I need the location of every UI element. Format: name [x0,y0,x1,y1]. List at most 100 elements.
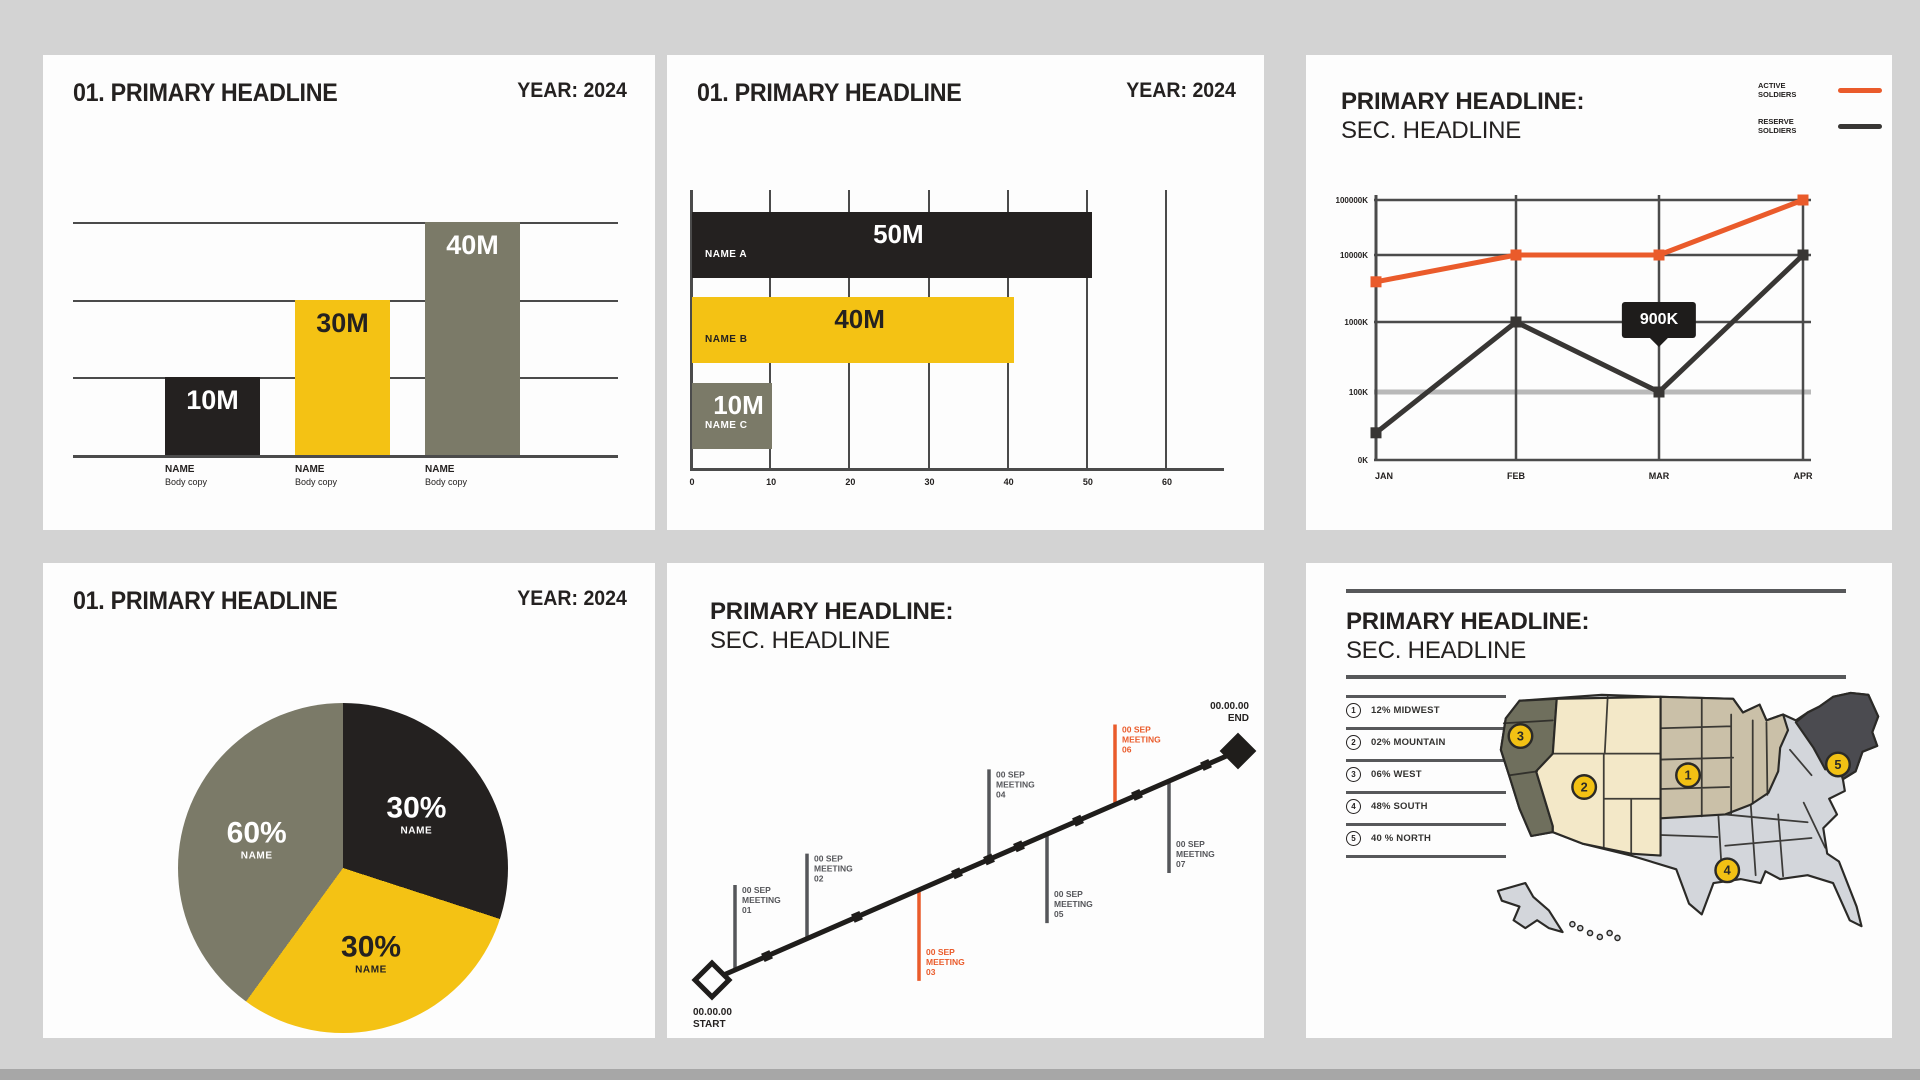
bar-chart-area: 10M NAME Body copy 30M NAME Body copy 40M NAME B… [43,55,655,530]
map-marker-number: 1 [1684,768,1691,783]
map-marker-4 [1714,857,1741,884]
gridline [1165,190,1168,468]
page-title: 01. PRIMARY HEADLINE [73,79,338,107]
x-axis-tick-label: 50 [1082,477,1093,487]
pie-name-label: NAME [400,825,433,837]
legend-label: 06% WEST [1371,769,1422,780]
timeline-node [761,950,773,962]
x-axis-tick-label: 20 [845,477,856,487]
legend-item: ACTIVE SOLDIERS [1758,81,1882,99]
us-map: 1 2 3 4 5 [1496,691,1880,942]
event-label: 04 [996,789,1006,799]
event-label: 06 [1122,745,1132,755]
horizontal-bar-chart-area: 0 10 20 30 40 50 60 50M NAME A 40M NAME B 10M NAME C [667,55,1264,530]
event-label: MEETING [996,779,1035,789]
legend-number-badge: 3 [1346,767,1361,782]
legend-item: 3 06% WEST [1346,767,1508,782]
timeline-line [711,748,1239,983]
legend-number-badge: 5 [1346,831,1361,846]
end-label: END [1228,713,1249,724]
bar-value-label: 40M [834,304,885,334]
legend-number-badge: 2 [1346,735,1361,750]
start-marker [691,959,733,1001]
map-hawaii-island [1576,924,1584,932]
bar-category-label: NAME C [705,420,748,431]
pie-slice-label: 30% NAME [341,932,401,976]
legend-label-line: SOLDIERS [1758,126,1797,135]
gridline [73,221,618,224]
timeline-node [1131,789,1143,801]
data-point-marker [1370,276,1382,288]
y-axis-tick-label: 10000K [1340,251,1368,260]
map-marker-3 [1507,723,1534,750]
timeline-node [1072,814,1084,827]
legend-swatch [1838,123,1882,129]
legend-label: 40 % NORTH [1371,833,1432,844]
legend-label-line: RESERVE [1758,117,1794,126]
category-name: NAME [295,464,325,475]
legend-label: 02% MOUNTAIN [1371,737,1446,748]
y-axis-tick-label: 0K [1358,456,1368,465]
timeline-node [851,910,863,923]
axis-baseline [690,468,1224,471]
bottom-edge-strip [0,1069,1920,1080]
bar-category-label: NAME Body copy [425,464,467,488]
legend-divider [1346,855,1506,858]
year-label: YEAR: 2024 [517,587,627,610]
category-name: NAME [165,464,195,475]
map-marker-5 [1824,751,1851,778]
pie-chart-area: 30% NAME 30% NAME 60% NAME [43,563,655,1038]
legend-divider [1346,727,1506,730]
legend-divider [1346,791,1506,794]
y-axis-tick-label: 1000K [1344,318,1368,327]
page-title: 01. PRIMARY HEADLINE [73,587,338,615]
page-title: PRIMARY HEADLINE: [710,598,954,625]
map-marker-number: 3 [1517,728,1524,743]
bar-50M: 50M NAME A [692,212,1092,278]
map-hawaii-island [1614,934,1621,942]
legend-label: ACTIVE SOLDIERS [1758,81,1830,99]
map-region-mountain [1535,695,1662,857]
start-time: 00.00.00 [693,1007,732,1018]
legend-divider [1346,823,1506,826]
map-marker-number: 2 [1581,779,1588,794]
line-chart-area: 0K 100K 1000K 10000K 100000K JAN FEB MAR APR [1336,194,1813,481]
header-rule-top [1346,589,1846,593]
event-label: 02 [814,874,824,884]
panel-line-chart: PRIMARY HEADLINE: SEC. HEADLINE ACTIVE SO… [1306,55,1892,530]
event-label: 00 SEP [1054,889,1083,899]
legend-item: 5 40 % NORTH [1346,831,1508,846]
x-axis-tick-label: 10 [766,477,777,487]
event-label: MEETING [814,864,853,874]
event-label: 00 SEP [996,769,1025,779]
panel-header: 01. PRIMARY HEADLINE YEAR: 2024 [73,587,627,616]
panel-header: PRIMARY HEADLINE: SEC. HEADLINE [1341,87,1584,145]
page-title: PRIMARY HEADLINE: [1341,88,1585,115]
x-axis-tick-label: 0 [689,477,695,487]
map-marker-number: 4 [1724,863,1732,878]
panel-header: PRIMARY HEADLINE: SEC. HEADLINE [1346,607,1589,665]
panel-map: PRIMARY HEADLINE: SEC. HEADLINE 1 12% MID… [1306,563,1892,1038]
pie-value-label: 30% [386,791,447,825]
data-point-marker [1510,249,1522,261]
end-marker [1219,732,1257,770]
data-point-marker [1653,249,1665,261]
category-body-copy: Body copy [425,477,468,487]
event-label: MEETING [1054,899,1093,909]
category-body-copy: Body copy [165,477,208,487]
event-label: MEETING [1122,735,1161,745]
event-label: 03 [926,967,936,977]
event-label: 01 [742,905,752,915]
page-subtitle: SEC. HEADLINE [1341,117,1522,144]
map-marker-2 [1571,774,1598,800]
data-point-marker [1370,427,1382,439]
gridline [1085,190,1088,468]
year-label: YEAR: 2024 [1126,79,1236,102]
legend-label: RESERVE SOLDIERS [1758,117,1830,135]
panel-horizontal-bar-chart: 01. PRIMARY HEADLINE YEAR: 2024 0 10 20 30 4… [667,55,1264,530]
header-rule-bottom [1346,675,1846,679]
data-point-marker [1510,316,1522,328]
legend-swatch [1838,87,1882,93]
end-time: 00.00.00 [1210,701,1249,712]
